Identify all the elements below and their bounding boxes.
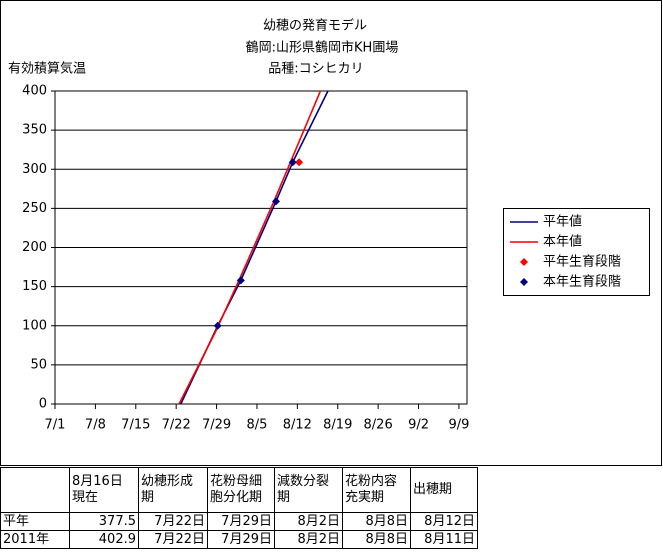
legend-swatch: [520, 278, 528, 286]
x-tick-label: 8/19: [323, 418, 352, 433]
header-text: 期: [141, 490, 155, 505]
y-tick-label: 400: [22, 84, 47, 99]
x-tick-label: 8/26: [364, 418, 393, 433]
x-tick-label: 7/15: [121, 418, 150, 433]
point: [236, 276, 245, 285]
header-text: 減数分裂: [277, 474, 330, 489]
y-tick-label: 150: [22, 279, 47, 294]
table-cell: 7月29日: [207, 512, 275, 531]
legend-swatch: [520, 258, 528, 266]
table-cell: 8月2日: [274, 512, 343, 531]
header-text: 8月16日: [72, 474, 123, 489]
table-body: 8月16日 現在 幼穂形成期花粉母細 胞分化期 減数分裂期花粉内容 充実期 出穂期 平年 377…: [0, 467, 478, 549]
header-text: 出穂期: [413, 482, 453, 497]
table-cell: 402.9: [69, 530, 139, 549]
table-cell: 平年: [0, 512, 70, 531]
series-line: [178, 91, 322, 404]
legend-label: 本年値: [543, 234, 582, 250]
header-text: 充実期: [345, 490, 385, 505]
header-cell: [0, 467, 70, 513]
table-cell: 2011年: [0, 530, 70, 549]
header-text: 幼穂形成: [141, 474, 194, 489]
header-text: 花粉内容: [345, 474, 398, 489]
header-cell: 幼穂形成期: [138, 467, 208, 513]
table-cell: 7月29日: [207, 530, 275, 549]
header-text: 胞分化期: [210, 490, 263, 505]
y-tick-label: 50: [30, 357, 47, 372]
chart: 幼穂の発育モデル 鶴岡:山形県鶴岡市KH圃場 品種:コシヒカリ 有効積算気温 0…: [0, 0, 662, 466]
header-cell: 花粉母細 胞分化期: [207, 467, 275, 513]
table-cell: 8月8日: [342, 512, 411, 531]
chart-border: [0, 0, 662, 466]
header-text: 期: [277, 490, 291, 505]
legend-label: 本年生育段階: [543, 274, 621, 290]
header-text: 花粉母細: [210, 474, 263, 489]
table-cell: 7月22日: [138, 530, 208, 549]
x-tick-label: 8/12: [283, 418, 312, 433]
y-tick-label: 350: [22, 123, 47, 138]
table-cell: 8月2日: [274, 530, 343, 549]
x-tick-label: 7/8: [85, 418, 106, 433]
x-tick-label: 7/22: [162, 418, 191, 433]
table-cell: 8月12日: [410, 512, 478, 531]
header-cell: 出穂期: [410, 467, 478, 513]
point: [288, 158, 297, 167]
table-row: 2011年 402.9 7月22日 7月29日 8月2日 8月8日 8月11日: [0, 530, 478, 549]
x-tick-label: 9/9: [448, 418, 469, 433]
table-cell: 7月22日: [138, 512, 208, 531]
legend-box: [503, 208, 650, 296]
y-tick-label: 300: [22, 162, 47, 177]
chart-title: 幼穂の発育モデル: [263, 18, 367, 34]
point: [272, 197, 281, 206]
header-row: 8月16日 現在 幼穂形成期花粉母細 胞分化期 減数分裂期花粉内容 充実期 出穂期: [0, 467, 478, 513]
table-cell: 8月8日: [342, 530, 411, 549]
legend-label: 平年値: [543, 214, 582, 230]
y-tick-label: 100: [22, 318, 47, 333]
x-tick-label: 7/29: [202, 418, 231, 433]
legend-label: 平年生育段階: [543, 254, 621, 270]
point: [295, 158, 304, 167]
x-tick-label: 7/1: [45, 418, 66, 433]
table-row: 平年 377.5 7月22日 7月29日 8月2日 8月8日 8月12日: [0, 512, 478, 531]
data-table: 8月16日 現在 幼穂形成期花粉母細 胞分化期 減数分裂期花粉内容 充実期 出穂期 平年 377…: [0, 467, 478, 549]
point: [213, 321, 222, 330]
x-tick-label: 8/5: [246, 418, 267, 433]
header-cell: 8月16日 現在: [69, 467, 139, 513]
chart-title: 品種:コシヒカリ: [268, 61, 363, 77]
y-tick-label: 250: [22, 201, 47, 216]
y-tick-label: 200: [22, 240, 47, 255]
header-text: 現在: [72, 490, 99, 505]
header-cell: 減数分裂期: [274, 467, 343, 513]
header-cell: 花粉内容 充実期: [342, 467, 411, 513]
y-axis-label: 有効積算気温: [8, 61, 86, 77]
table-cell: 377.5: [69, 512, 139, 531]
x-tick-label: 9/2: [408, 418, 429, 433]
table-cell: 8月11日: [410, 530, 478, 549]
y-tick-label: 0: [39, 397, 47, 412]
chart-title: 鶴岡:山形県鶴岡市KH圃場: [246, 40, 399, 56]
